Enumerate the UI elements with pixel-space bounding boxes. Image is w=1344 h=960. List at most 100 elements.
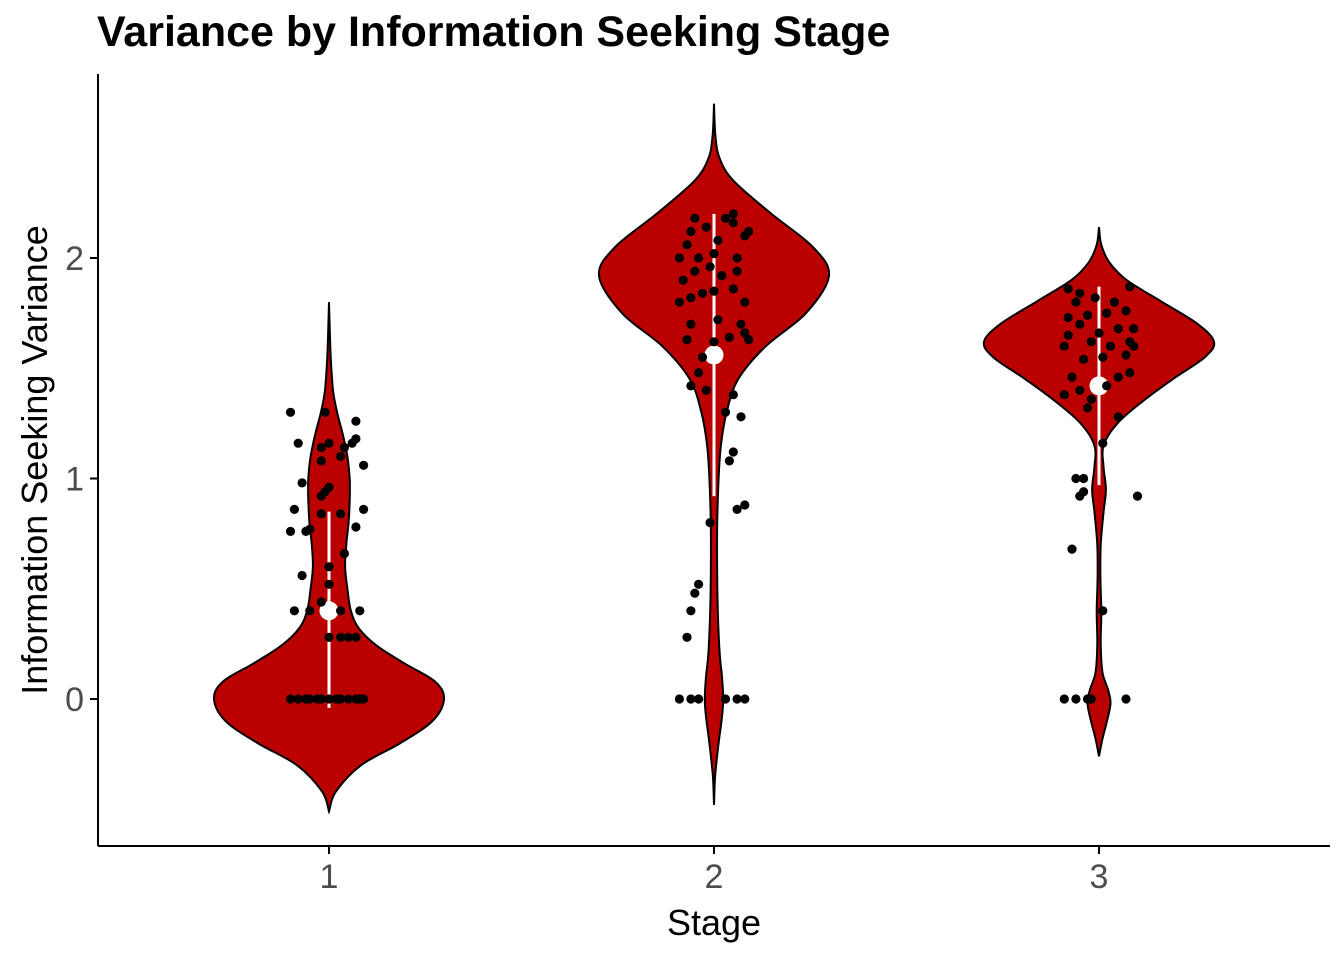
data-point (343, 694, 353, 704)
data-point (343, 632, 353, 642)
data-point (336, 606, 346, 616)
data-point (316, 597, 326, 607)
data-point (674, 253, 685, 263)
data-point (1109, 297, 1119, 307)
data-point (1059, 694, 1069, 704)
data-point (678, 275, 688, 285)
data-point (355, 606, 365, 616)
data-point (1098, 438, 1108, 448)
x-tick-label: 3 (1090, 858, 1109, 896)
data-point (682, 240, 692, 250)
data-point (697, 352, 708, 362)
data-point (285, 694, 296, 704)
data-point (720, 694, 731, 704)
data-point (1071, 297, 1081, 307)
data-point (686, 319, 696, 329)
data-point (697, 288, 708, 298)
data-point (351, 522, 361, 532)
data-point (720, 213, 731, 223)
x-tick-label: 2 (705, 858, 724, 896)
data-point (1086, 337, 1096, 347)
data-point (709, 337, 719, 347)
data-point (305, 606, 315, 616)
data-point (1063, 312, 1073, 323)
data-point (1090, 293, 1100, 303)
data-point (1067, 544, 1077, 554)
data-point (1094, 328, 1104, 338)
data-point (682, 335, 692, 345)
data-point (324, 438, 334, 448)
data-point (1059, 341, 1069, 351)
data-point (1079, 354, 1089, 364)
data-point (285, 526, 296, 537)
data-point (1079, 487, 1089, 497)
data-point (732, 504, 742, 514)
data-point (740, 694, 750, 704)
data-point (690, 213, 700, 223)
data-point (728, 284, 738, 294)
data-point (728, 209, 738, 219)
data-point (316, 456, 326, 466)
data-point (305, 524, 315, 534)
data-point (705, 262, 715, 272)
data-point (339, 548, 349, 559)
data-point (740, 500, 750, 510)
data-point (1082, 403, 1093, 413)
data-point (705, 518, 715, 528)
data-point (709, 286, 719, 296)
data-point (351, 632, 361, 642)
data-point (701, 222, 711, 232)
data-point (720, 407, 731, 417)
y-tick-label: 0 (65, 681, 84, 719)
data-point (728, 447, 738, 457)
data-point (701, 385, 711, 395)
data-point (359, 694, 369, 704)
data-point (1121, 350, 1131, 360)
y-ticks: 0 1 2 (65, 240, 98, 719)
x-tick-label: 1 (320, 858, 339, 896)
y-axis-title: Information Seeking Variance (14, 225, 55, 695)
data-point (336, 694, 346, 704)
data-point (1075, 288, 1085, 298)
data-point (694, 368, 704, 378)
data-point (336, 509, 346, 519)
data-point (1132, 491, 1143, 501)
data-point (713, 315, 723, 325)
data-point (1121, 306, 1131, 316)
mean-point-stage-2 (704, 345, 724, 365)
data-point (316, 443, 326, 453)
data-point (293, 694, 303, 704)
data-point (732, 253, 742, 263)
data-point (686, 606, 696, 616)
data-point (316, 509, 326, 519)
data-point (1113, 324, 1123, 334)
data-point (1098, 352, 1108, 362)
data-point (1059, 390, 1069, 400)
data-point (744, 226, 754, 237)
data-point (728, 218, 738, 228)
data-point (1071, 694, 1081, 704)
data-point (686, 226, 696, 237)
data-point (744, 335, 754, 345)
points-layer (285, 209, 1143, 704)
data-point (694, 253, 704, 263)
data-point (686, 293, 696, 303)
data-point (713, 235, 723, 245)
data-point (740, 297, 750, 307)
data-point (336, 632, 346, 642)
data-point (1113, 372, 1123, 382)
data-point (1125, 282, 1135, 292)
data-point (324, 562, 334, 572)
data-point (289, 606, 299, 616)
data-point (289, 504, 299, 514)
data-point (1071, 473, 1081, 484)
data-point (717, 271, 727, 281)
summary-layer (319, 213, 1109, 708)
data-point (324, 579, 334, 589)
data-point (732, 694, 742, 704)
data-point (1079, 473, 1089, 484)
data-point (1105, 341, 1116, 351)
data-point (359, 504, 369, 514)
data-point (1129, 341, 1139, 351)
